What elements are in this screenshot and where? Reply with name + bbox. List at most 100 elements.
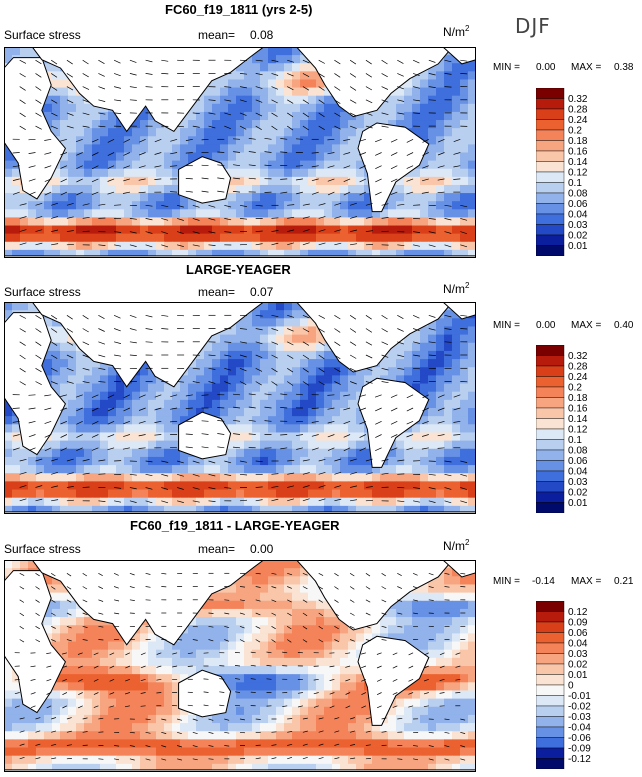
field-cell (164, 682, 173, 692)
field-cell (252, 168, 261, 178)
wind-arrow (91, 191, 99, 196)
field-cell (460, 168, 469, 178)
wind-arrow (460, 204, 468, 208)
field-cell (452, 367, 461, 376)
field-cell (60, 350, 69, 360)
field-cell (212, 136, 221, 145)
field-cell (260, 249, 269, 258)
field-cell (148, 481, 157, 491)
field-cell (452, 63, 461, 72)
field-cell (356, 674, 365, 683)
field-cell (428, 657, 437, 667)
field-cell (100, 432, 109, 442)
field-cell (44, 241, 53, 251)
field-cell (468, 160, 476, 170)
field-cell (124, 193, 133, 202)
field-cell (124, 465, 133, 474)
field-cell (332, 152, 341, 162)
field-cell (356, 383, 365, 393)
wind-arrow (375, 178, 382, 183)
field-cell (468, 63, 476, 72)
field-cell (52, 625, 61, 634)
field-cell (468, 241, 476, 251)
field-cell (364, 120, 373, 129)
field-cell (284, 657, 293, 667)
field-cell (404, 350, 413, 360)
wind-arrow (359, 191, 367, 196)
field-cell (428, 160, 437, 170)
wind-arrow (390, 138, 398, 143)
wind-arrow (114, 231, 122, 233)
field-cell (364, 375, 373, 385)
field-cell (180, 160, 189, 170)
field-cell (68, 342, 77, 352)
field-cell (324, 617, 333, 626)
wind-arrow (138, 447, 146, 449)
field-cell (204, 95, 213, 105)
field-cell (332, 399, 341, 409)
field-cell (236, 391, 245, 401)
field-cell (268, 334, 277, 344)
field-cell (28, 193, 37, 202)
field-cell (244, 497, 253, 507)
field-cell (428, 209, 437, 219)
field-cell (164, 144, 173, 154)
field-cell (404, 456, 413, 466)
field-cell (116, 481, 125, 491)
wind-arrow (170, 138, 178, 142)
colorbar-tick-label: 0.2 (568, 126, 582, 137)
field-cell (292, 225, 301, 235)
field-cell (132, 193, 141, 202)
wind-arrow (302, 99, 309, 104)
field-cell (340, 456, 349, 466)
field-cell (204, 641, 213, 651)
field-cell (108, 489, 117, 499)
colorbar-tick-label: 0.06 (568, 456, 588, 467)
field-cell (468, 367, 476, 376)
field-cell (412, 633, 421, 643)
field-cell (44, 576, 53, 586)
wind-arrow (381, 341, 389, 346)
wind-arrow (295, 165, 303, 167)
field-cell (68, 682, 77, 692)
field-cell (196, 120, 205, 129)
field-cell (60, 489, 69, 499)
field-cell (244, 318, 253, 328)
field-cell (156, 440, 165, 450)
wind-arrow (129, 341, 137, 344)
wind-arrow (232, 191, 241, 193)
field-cell (156, 391, 165, 401)
field-cell (156, 649, 165, 659)
wind-arrow (381, 472, 389, 475)
field-cell (252, 682, 261, 692)
field-cell (204, 111, 213, 121)
field-cell (52, 489, 61, 499)
field-cell (116, 217, 125, 227)
field-cell (116, 448, 125, 458)
field-cell (420, 217, 429, 227)
field-cell (340, 657, 349, 667)
field-cell (60, 71, 69, 81)
field-cell (436, 489, 445, 499)
field-cell (292, 350, 301, 360)
field-cell (68, 160, 77, 170)
field-cell (12, 465, 21, 474)
field-cell (204, 657, 213, 667)
field-cell (156, 160, 165, 170)
field-cell (348, 682, 357, 692)
wind-arrow (161, 500, 169, 504)
field-cell (308, 416, 317, 425)
field-cell (220, 666, 229, 675)
field-cell (452, 217, 461, 227)
field-cell (404, 367, 413, 376)
field-cell (396, 465, 405, 474)
wind-arrow (302, 112, 309, 118)
field-cell (180, 633, 189, 643)
field-cell (284, 193, 293, 202)
field-cell (140, 633, 149, 643)
field-cell (20, 249, 29, 258)
wind-arrow (350, 216, 357, 219)
field-cell (252, 505, 261, 514)
field-cell (460, 625, 469, 634)
wind-arrow (28, 138, 36, 141)
